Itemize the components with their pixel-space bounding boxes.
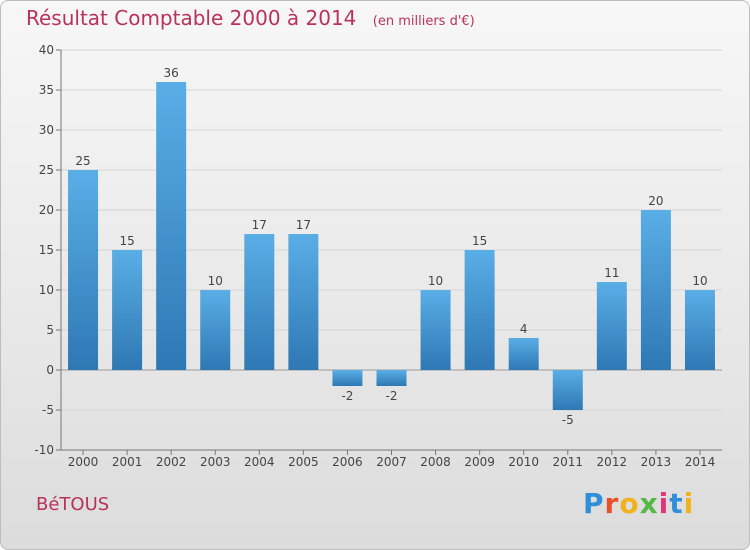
data-label: 15 xyxy=(472,234,487,248)
y-tick-label: 30 xyxy=(39,123,54,137)
x-tick-label: 2014 xyxy=(685,455,716,469)
bar xyxy=(640,210,671,370)
town-name: BéTOUS xyxy=(36,494,110,515)
bar xyxy=(596,282,627,370)
bar xyxy=(376,370,407,386)
y-tick-label: 5 xyxy=(46,323,54,337)
proxiti-logo[interactable]: Proxiti xyxy=(583,487,694,520)
data-label: 36 xyxy=(164,66,179,80)
bar xyxy=(332,370,363,386)
bar xyxy=(684,290,715,370)
data-label: 4 xyxy=(520,322,528,336)
data-label: 20 xyxy=(648,194,663,208)
logo-letter: o xyxy=(619,487,640,520)
y-tick-label: 10 xyxy=(39,283,54,297)
x-tick-label: 2006 xyxy=(332,455,363,469)
logo-letter: P xyxy=(583,487,605,520)
x-tick-label: 2001 xyxy=(112,455,143,469)
x-tick-label: 2009 xyxy=(464,455,495,469)
data-label: -2 xyxy=(341,389,353,403)
y-tick-label: 40 xyxy=(39,43,54,57)
x-tick-label: 2012 xyxy=(597,455,628,469)
y-tick-label: 25 xyxy=(39,163,54,177)
data-label: 17 xyxy=(296,218,311,232)
y-tick-label: -5 xyxy=(42,403,54,417)
data-label: 15 xyxy=(119,234,134,248)
y-tick-label: 0 xyxy=(46,363,54,377)
x-tick-label: 2011 xyxy=(552,455,583,469)
x-tick-label: 2002 xyxy=(156,455,187,469)
data-label: 10 xyxy=(428,274,443,288)
data-label: 17 xyxy=(252,218,267,232)
logo-letter: i xyxy=(683,487,695,520)
x-tick-label: 2005 xyxy=(288,455,319,469)
logo-letter: x xyxy=(639,487,659,520)
x-tick-label: 2007 xyxy=(376,455,407,469)
y-tick-label: 15 xyxy=(39,243,54,257)
chart-title: Résultat Comptable 2000 à 2014 (en milli… xyxy=(26,6,475,30)
logo-letter: r xyxy=(604,487,620,520)
bar xyxy=(156,82,187,370)
data-label: 11 xyxy=(604,266,619,280)
logo-letter: t xyxy=(669,487,684,520)
data-label: -5 xyxy=(562,413,574,427)
bar xyxy=(244,234,275,370)
data-label: -2 xyxy=(386,389,398,403)
bar xyxy=(552,370,583,410)
chart-subtitle: (en milliers d'€) xyxy=(372,14,475,29)
data-label: 10 xyxy=(692,274,707,288)
logo-letter: i xyxy=(658,487,670,520)
y-tick-label: 35 xyxy=(39,83,54,97)
bar xyxy=(420,290,451,370)
x-tick-label: 2008 xyxy=(420,455,451,469)
y-tick-label: -10 xyxy=(34,443,54,457)
bar xyxy=(68,170,99,370)
chart-title-text: Résultat Comptable 2000 à 2014 xyxy=(26,6,357,30)
data-label: 10 xyxy=(208,274,223,288)
x-tick-label: 2013 xyxy=(641,455,672,469)
x-tick-label: 2000 xyxy=(68,455,99,469)
bar xyxy=(288,234,319,370)
bar xyxy=(200,290,231,370)
x-tick-label: 2010 xyxy=(508,455,539,469)
x-tick-label: 2003 xyxy=(200,455,231,469)
bar xyxy=(464,250,495,370)
x-tick-label: 2004 xyxy=(244,455,275,469)
bar xyxy=(508,338,539,370)
bar xyxy=(112,250,143,370)
data-label: 25 xyxy=(75,154,90,168)
y-tick-label: 20 xyxy=(39,203,54,217)
